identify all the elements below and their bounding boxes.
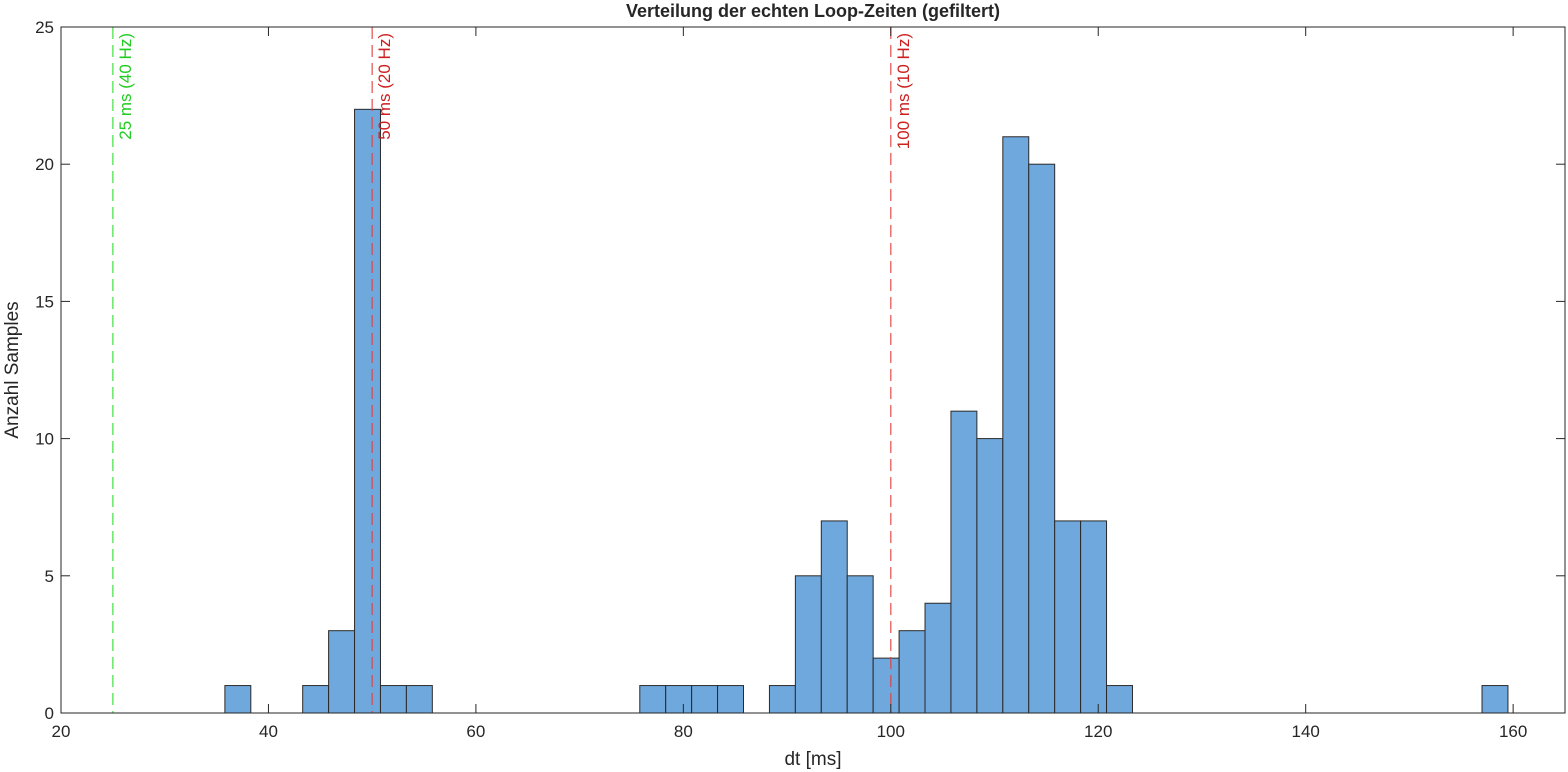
x-tick-label: 120 (1084, 722, 1112, 741)
plot-area-frame (60, 26, 1566, 714)
histogram-bar (639, 685, 667, 714)
histogram-bar (354, 108, 381, 714)
y-tick-label: 25 (35, 18, 54, 37)
histogram-bar (924, 602, 952, 714)
reference-line-label: 25 ms (40 Hz) (116, 33, 135, 140)
x-tick-label: 140 (1292, 722, 1320, 741)
x-tick-label: 80 (674, 722, 693, 741)
bars-group (224, 108, 1509, 714)
histogram-bar (328, 630, 356, 714)
histogram-bar (1080, 520, 1108, 714)
histogram-bar (1106, 685, 1133, 714)
histogram-bar (898, 630, 926, 714)
histogram-bar (846, 575, 874, 714)
x-tick-label: 40 (259, 722, 278, 741)
histogram-bar (379, 685, 407, 714)
histogram-bar (976, 438, 1004, 714)
y-tick-label: 20 (35, 155, 54, 174)
y-tick-label: 0 (45, 704, 54, 723)
reference-line-label: 100 ms (10 Hz) (894, 33, 913, 149)
histogram-bar (794, 575, 822, 714)
x-tick-label: 20 (52, 722, 71, 741)
histogram-bar (224, 685, 252, 714)
x-axis-label: dt [ms] (784, 749, 841, 770)
y-tick-label: 5 (45, 567, 54, 586)
chart-title: Verteilung der echten Loop-Zeiten (gefil… (626, 1, 1000, 21)
histogram-bar (1002, 136, 1030, 714)
histogram-bar (1054, 520, 1082, 714)
reference-lines-group: 25 ms (40 Hz) 50 ms (20 Hz) 100 ms (10 Hz) (112, 27, 913, 713)
x-tick-label: 160 (1499, 722, 1527, 741)
y-axis-label: Anzahl Samples (2, 301, 23, 438)
x-tick-label: 60 (466, 722, 485, 741)
x-tick-label: 100 (877, 722, 905, 741)
histogram-bar (717, 685, 745, 714)
y-tick-label: 15 (35, 292, 54, 311)
histogram-bar (1028, 163, 1056, 714)
histogram-bar (820, 520, 848, 714)
histogram-bar (950, 410, 978, 714)
y-tick-label: 10 (35, 430, 54, 449)
x-axis-ticks: 20 40 60 80 100 120 140 160 (52, 27, 1527, 741)
histogram-bar (691, 685, 719, 714)
histogram-bar (302, 685, 330, 714)
histogram-bar (665, 685, 693, 714)
histogram-bar (872, 657, 900, 714)
histogram-bar (405, 685, 433, 714)
reference-line-label: 50 ms (20 Hz) (375, 33, 394, 140)
histogram-bar (768, 685, 796, 714)
histogram-bar (1481, 685, 1509, 714)
y-axis-ticks: 0 5 10 15 20 25 (35, 18, 1565, 723)
